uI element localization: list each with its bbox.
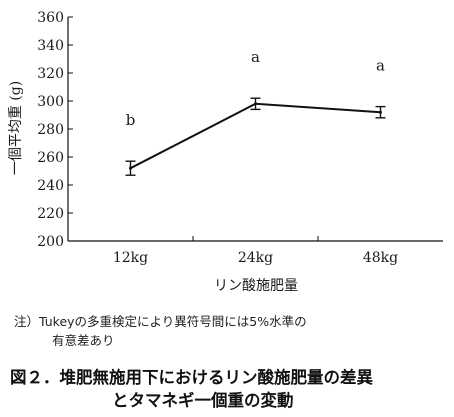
- y-tick-label: 260: [37, 150, 64, 166]
- footnote-line-1: 注）Tukeyの多重検定により異符号間には5%水準の: [14, 314, 307, 329]
- footnote-line-2: 有意差あり: [52, 333, 115, 348]
- figure-caption: 図２．堆肥無施用下におけるリン酸施肥量の差異 とタマネギ一個重の変動: [0, 366, 454, 412]
- x-tick-label: 24kg: [238, 250, 273, 266]
- significance-letter: a: [251, 48, 260, 66]
- significance-letter: b: [126, 111, 136, 129]
- x-tick-label: 48kg: [363, 250, 398, 266]
- y-tick-label: 360: [37, 10, 64, 26]
- series-line: [125, 97, 386, 176]
- x-axis-ticks: 12kg 24kg 48kg: [113, 236, 398, 266]
- significance-letter: a: [376, 57, 385, 75]
- y-tick-label: 200: [37, 234, 64, 250]
- data-point: [379, 110, 382, 114]
- significance-labels: b a a: [126, 48, 385, 129]
- y-tick-label: 300: [37, 94, 64, 110]
- y-tick-label: 220: [37, 206, 64, 222]
- y-tick-label: 320: [37, 66, 64, 82]
- x-tick-label: 12kg: [113, 250, 148, 266]
- y-tick-label: 280: [37, 122, 64, 138]
- y-tick-label: 240: [37, 178, 64, 194]
- y-axis-label: 一個平均重 (g): [8, 81, 24, 175]
- data-point: [129, 166, 132, 170]
- data-point: [254, 102, 257, 106]
- footnote: 注）Tukeyの多重検定により異符号間には5%水準の 有意差あり: [14, 312, 444, 350]
- x-axis-label: リン酸施肥量: [214, 278, 298, 294]
- data-line: [130, 102, 381, 170]
- caption-line-2: とタマネギ一個重の変動: [112, 391, 294, 410]
- y-tick-label: 340: [37, 38, 64, 54]
- caption-line-1: 図２．堆肥無施用下におけるリン酸施肥量の差異: [10, 368, 373, 387]
- chart: 200 220 240 260 280 300 320 340 360 12kg 24kg 48kg…: [8, 10, 443, 294]
- y-axis-ticks: 200 220 240 260 280 300 320 340 360: [37, 10, 73, 250]
